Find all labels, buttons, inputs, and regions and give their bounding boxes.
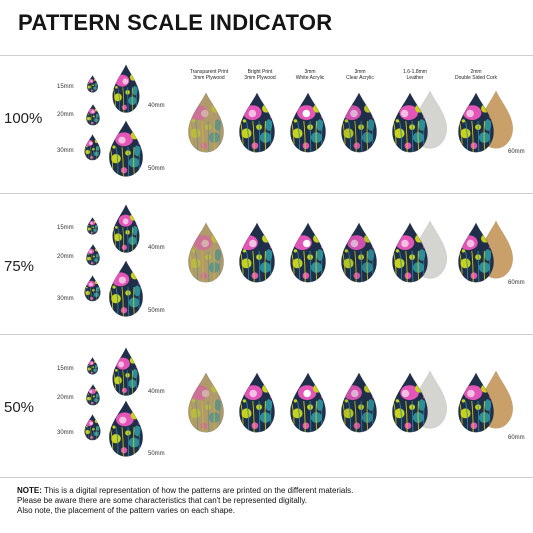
note-line-1: This is a digital representation of how … [41, 486, 354, 495]
page-title: PATTERN SCALE INDICATOR [18, 10, 333, 35]
divider [0, 55, 533, 56]
size-label-50mm: 50mm [148, 451, 165, 457]
teardrop-swatch-20mm [86, 384, 100, 406]
size-label-15mm: 15mm [57, 84, 74, 90]
teardrop-swatch-leather [392, 92, 428, 153]
teardrop-swatch-bright-plywood [239, 372, 275, 433]
teardrop-swatch-transparent-plywood [188, 372, 224, 433]
note-line-3: Also note, the placement of the pattern … [17, 506, 235, 515]
teardrop-swatch-20mm [86, 104, 100, 126]
divider [0, 193, 533, 194]
teardrop-swatch-cork [458, 92, 494, 153]
teardrop-swatch-50mm [108, 120, 144, 177]
size-label-30mm: 30mm [57, 296, 74, 302]
material-header-clear-acrylic: 3mm Clear Acrylic [346, 69, 374, 81]
size-label-20mm: 20mm [57, 112, 74, 118]
teardrop-swatch-50mm [108, 400, 144, 457]
note-line-2: Please be aware there are some character… [17, 496, 307, 505]
teardrop-swatch-clear-acrylic [341, 92, 377, 153]
teardrop-swatch-50mm [108, 260, 144, 317]
size-label-50mm: 50mm [148, 166, 165, 172]
teardrop-swatch-cork [458, 372, 494, 433]
teardrop-swatch-transparent-plywood [188, 92, 224, 153]
size-label-20mm: 20mm [57, 395, 74, 401]
scale-label-75: 75% [4, 258, 35, 275]
material-header-leather: 1.6-1.8mm Leather [403, 69, 427, 81]
size-label-60mm: 60mm [508, 149, 525, 155]
size-label-15mm: 15mm [57, 225, 74, 231]
teardrop-swatch-15mm [86, 217, 99, 235]
teardrop-swatch-30mm [84, 134, 101, 161]
size-label-30mm: 30mm [57, 430, 74, 436]
teardrop-swatch-leather [392, 222, 428, 283]
teardrop-swatch-cork [458, 222, 494, 283]
teardrop-swatch-20mm [86, 244, 100, 266]
teardrop-swatch-transparent-plywood [188, 222, 224, 283]
size-label-60mm: 60mm [508, 280, 525, 286]
material-header-bright-plywood: Bright Print 3mm Plywood [244, 69, 276, 81]
size-label-20mm: 20mm [57, 254, 74, 260]
scale-label-50: 50% [4, 399, 35, 416]
teardrop-swatch-bright-plywood [239, 92, 275, 153]
note-text: NOTE: This is a digital representation o… [17, 486, 522, 516]
teardrop-swatch-white-acrylic [290, 92, 326, 153]
size-label-40mm: 40mm [148, 245, 165, 251]
teardrop-swatch-15mm [86, 357, 99, 375]
material-header-transparent-plywood: Transparent Print 3mm Plywood [189, 69, 229, 81]
size-label-40mm: 40mm [148, 103, 165, 109]
divider [0, 334, 533, 335]
size-label-40mm: 40mm [148, 389, 165, 395]
teardrop-swatch-30mm [84, 414, 101, 441]
teardrop-swatch-15mm [86, 75, 99, 93]
size-label-60mm: 60mm [508, 435, 525, 441]
teardrop-swatch-30mm [84, 275, 101, 302]
divider [0, 477, 533, 478]
material-header-cork: 2mm Double Sided Cork [455, 69, 497, 81]
teardrop-swatch-clear-acrylic [341, 222, 377, 283]
teardrop-swatch-40mm [112, 64, 140, 113]
size-label-50mm: 50mm [148, 308, 165, 314]
teardrop-swatch-leather [392, 372, 428, 433]
size-label-30mm: 30mm [57, 148, 74, 154]
note-label: NOTE: [17, 486, 42, 495]
size-label-15mm: 15mm [57, 366, 74, 372]
scale-label-100: 100% [4, 110, 43, 127]
teardrop-swatch-40mm [112, 204, 140, 253]
teardrop-swatch-40mm [112, 347, 140, 396]
teardrop-swatch-bright-plywood [239, 222, 275, 283]
teardrop-swatch-white-acrylic [290, 372, 326, 433]
material-header-white-acrylic: 3mm White Acrylic [295, 69, 325, 81]
teardrop-swatch-white-acrylic [290, 222, 326, 283]
teardrop-swatch-clear-acrylic [341, 372, 377, 433]
